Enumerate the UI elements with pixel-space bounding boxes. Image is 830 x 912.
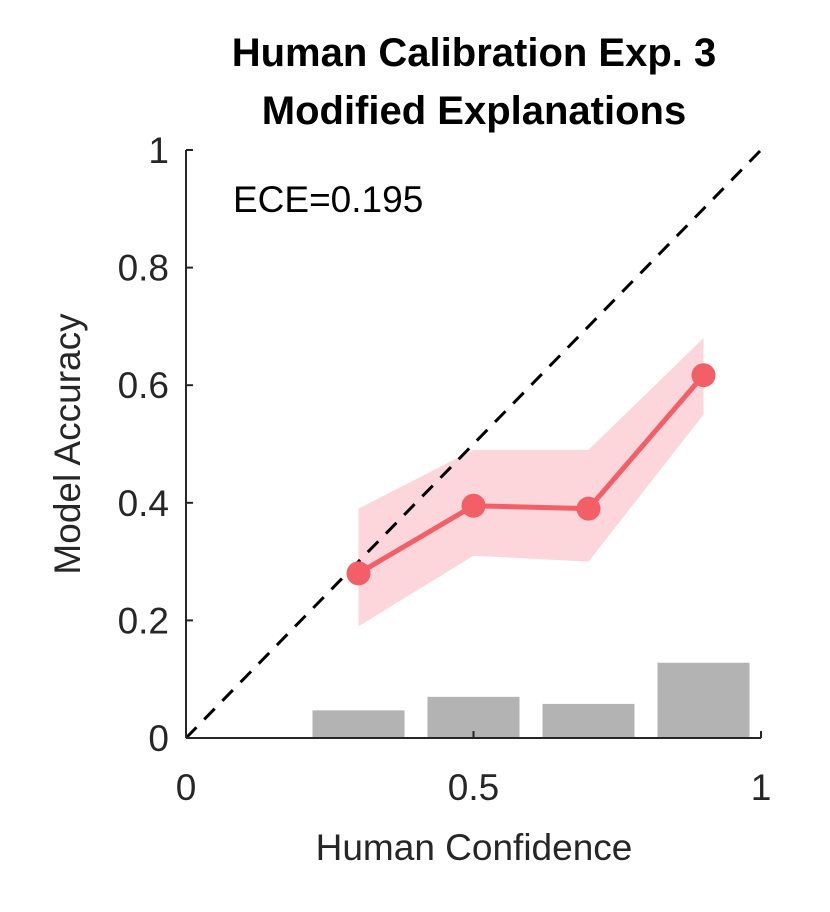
histogram-bars (312, 662, 750, 738)
y-tick-label-1: 0.2 (118, 600, 169, 641)
accuracy-point-2 (461, 493, 486, 518)
x-tick-label-2: 1 (751, 767, 772, 808)
accuracy-point-3 (576, 496, 601, 521)
histogram-bar-4 (657, 662, 750, 738)
perfect-calibration-line (184, 148, 763, 740)
confidence-band-area (358, 338, 704, 627)
y-tick-label-4: 0.8 (118, 248, 169, 289)
reference-line-group (184, 148, 763, 740)
ece-annotation: ECE=0.195 (233, 179, 423, 220)
y-tick-label-2: 0.4 (118, 483, 169, 524)
x-axis-label: Human Confidence (316, 827, 633, 868)
chart-title-line-1: Human Calibration Exp. 3 (232, 31, 717, 75)
accuracy-point-4 (691, 363, 716, 388)
tick-labels: 0 0.2 0.4 0.6 0.8 1 0 0.5 1 (118, 130, 772, 808)
x-tick-label-0: 0 (176, 767, 197, 808)
chart-title-line-2: Modified Explanations (262, 89, 686, 133)
y-tick-label-3: 0.6 (118, 365, 169, 406)
y-tick-label-0: 0 (148, 718, 169, 759)
y-tick-label-5: 1 (148, 130, 169, 171)
histogram-bar-3 (542, 703, 635, 738)
accuracy-point-1 (346, 561, 371, 586)
histogram-bar-1 (312, 710, 405, 738)
y-axis-label: Model Accuracy (47, 313, 88, 575)
axes (185, 149, 762, 739)
x-tick-label-1: 0.5 (448, 767, 499, 808)
accuracy-series (346, 363, 716, 586)
confidence-band (358, 338, 704, 627)
accuracy-line (357, 373, 706, 576)
